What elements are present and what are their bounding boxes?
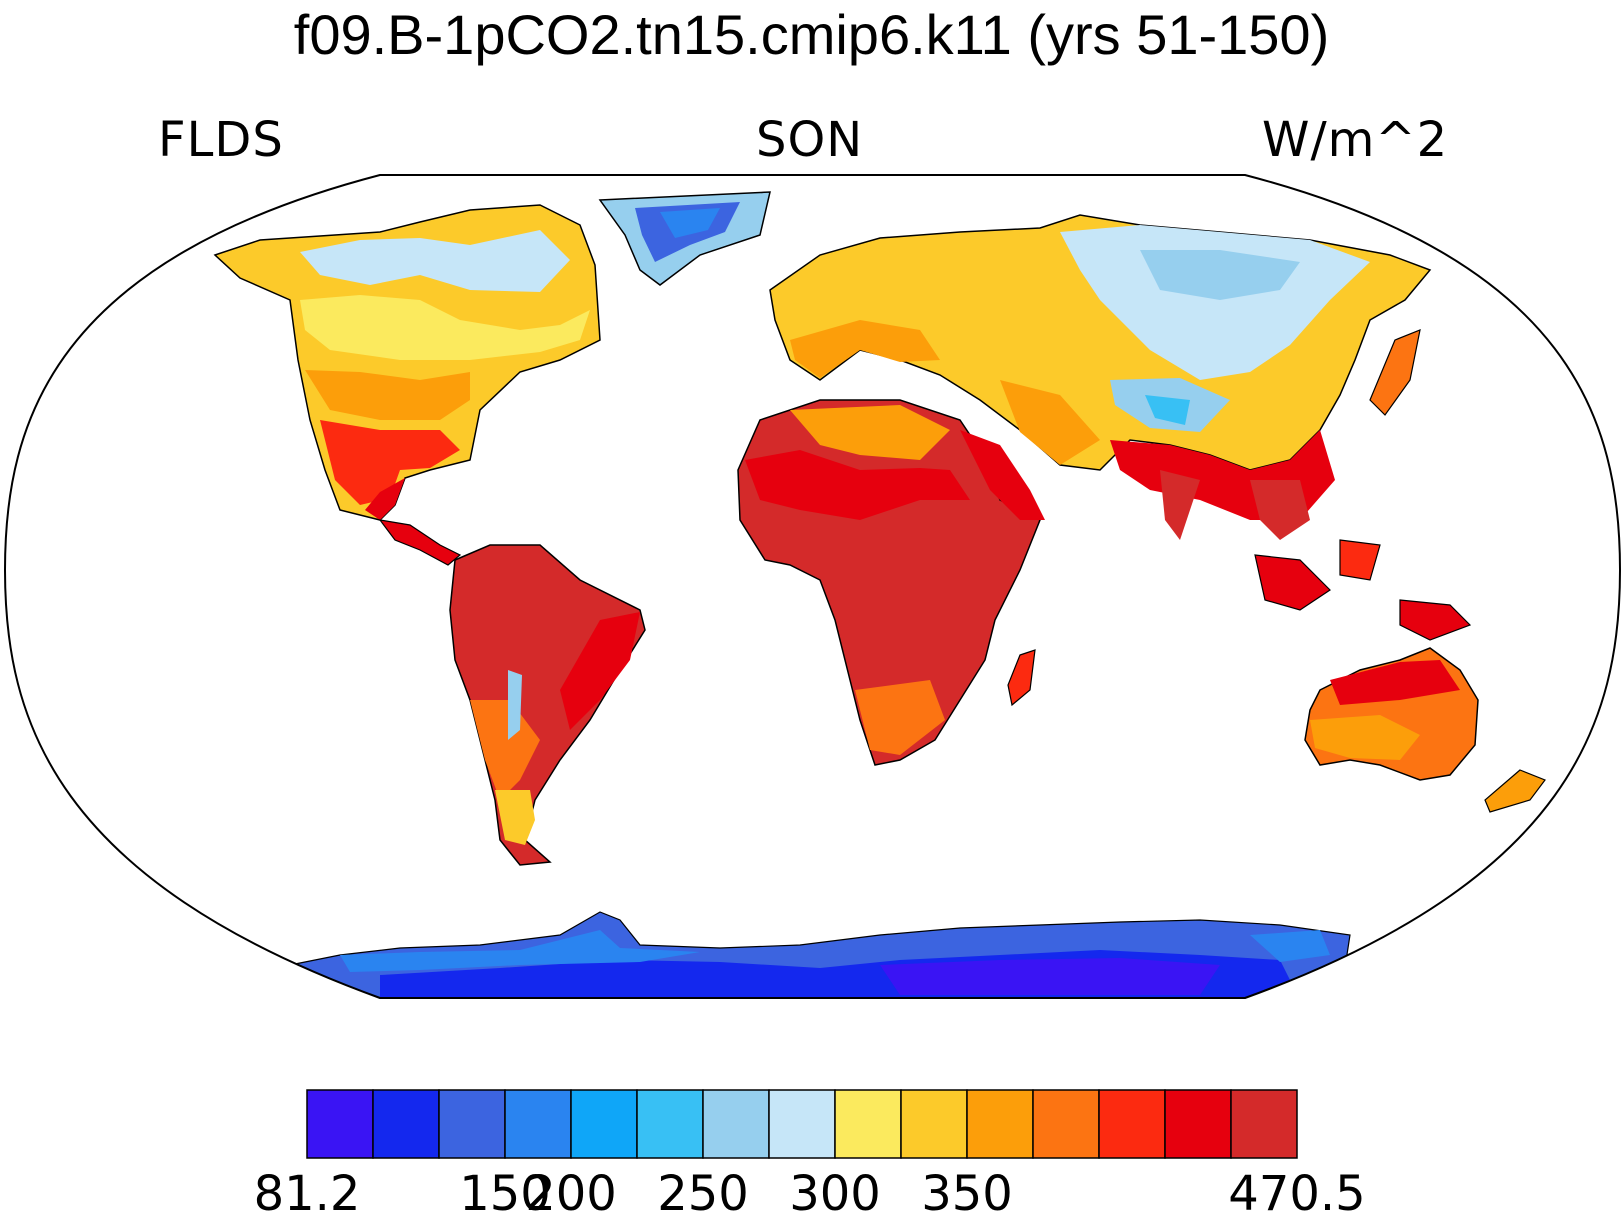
colorbar-swatch (768, 1089, 836, 1159)
colorbar-swatch (636, 1089, 704, 1159)
colorbar-swatch (1032, 1089, 1100, 1159)
colorbar-tick-label: 470.5 (1228, 1166, 1365, 1218)
map-title: f09.B-1pCO2.tn15.cmip6.k11 (yrs 51-150) (293, 3, 1330, 66)
colorbar-swatch (306, 1089, 374, 1159)
colorbar-swatch (1230, 1089, 1298, 1159)
colorbar-swatch (834, 1089, 902, 1159)
colorbar-swatch (504, 1089, 572, 1159)
globe-outline (3, 174, 1622, 999)
variable-label: FLDS (158, 112, 284, 168)
colorbar-tick-label: 250 (657, 1166, 749, 1218)
colorbar-tick-label: 81.2 (254, 1166, 361, 1218)
colorbar-swatch (438, 1089, 506, 1159)
colorbar-swatch (966, 1089, 1034, 1159)
colorbar-swatch (1098, 1089, 1166, 1159)
colorbar-tick-label: 200 (525, 1166, 617, 1218)
colorbar-tick-label: 350 (921, 1166, 1013, 1218)
colorbar-swatch (1164, 1089, 1232, 1159)
colorbar-swatch (900, 1089, 968, 1159)
colorbar-swatch (702, 1089, 770, 1159)
colorbar-tick-label: 150 (459, 1166, 551, 1218)
units-label: W/m^2 (1262, 112, 1449, 168)
season-label: SON (756, 112, 864, 168)
colorbar-swatch (372, 1089, 440, 1159)
colorbar-swatch (570, 1089, 638, 1159)
colorbar-tick-label: 300 (789, 1166, 881, 1218)
map-field (213, 191, 1546, 998)
